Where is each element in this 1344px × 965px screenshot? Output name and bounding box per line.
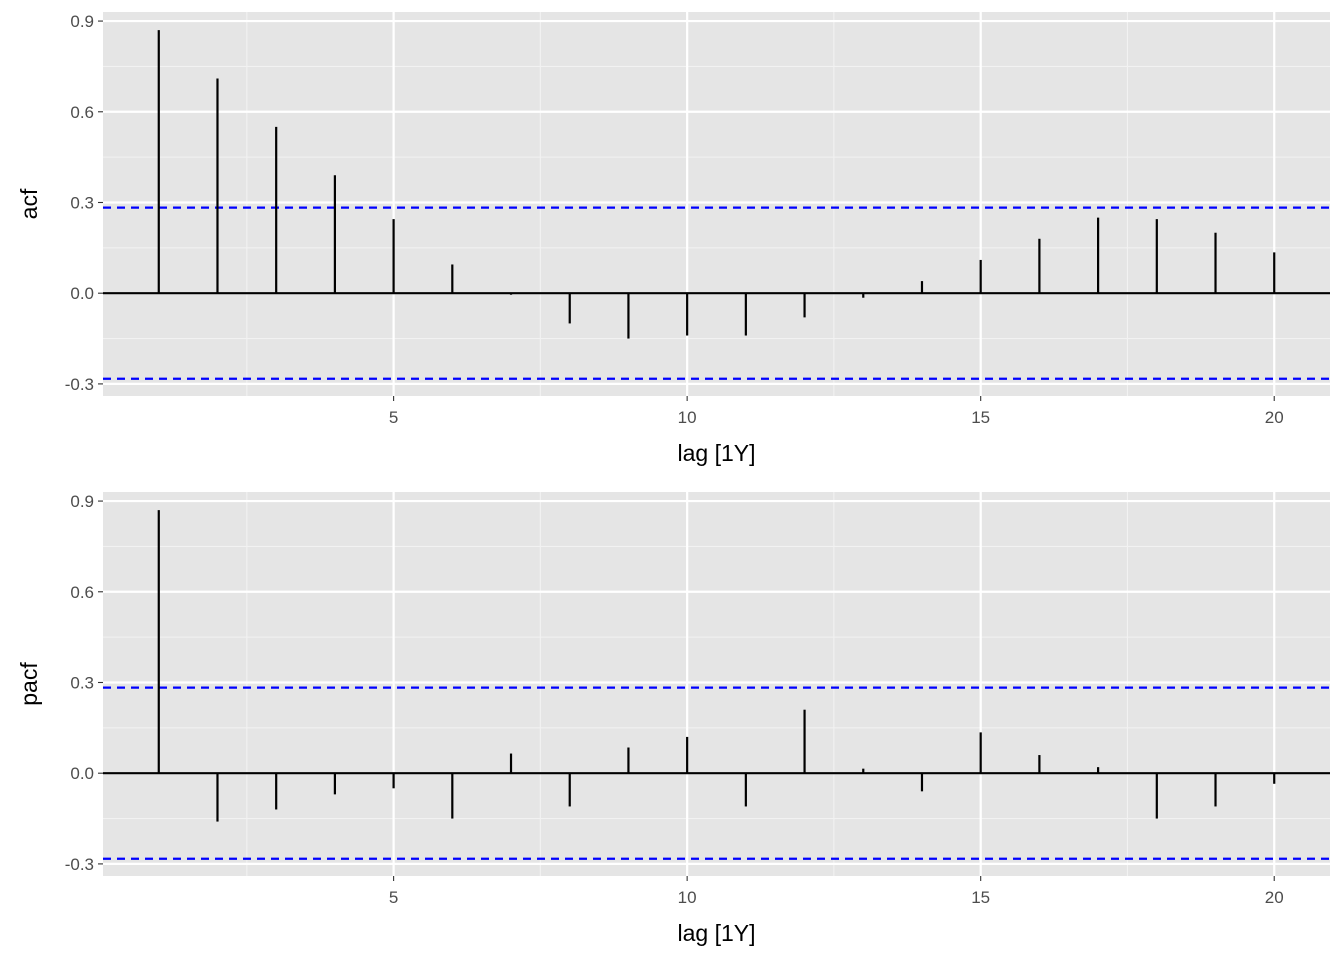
y-tick-label: 0.3 [70, 673, 94, 692]
x-tick-label: 15 [971, 888, 990, 907]
panel-background [103, 12, 1330, 396]
y-axis-title: pacf [16, 662, 42, 706]
y-tick-label: 0.3 [70, 193, 94, 212]
x-tick-label: 10 [678, 888, 697, 907]
x-tick-label: 5 [389, 888, 398, 907]
y-tick-label: 0.6 [70, 103, 94, 122]
panel-acf: -0.3 0.0 0.3 0.6 0.9 5 10 15 20 lag [1Y] acf [16, 12, 1330, 466]
y-tick-label: 0.0 [70, 284, 94, 303]
y-tick-label: 0.6 [70, 583, 94, 602]
y-axis-title: acf [16, 188, 42, 219]
x-tick-label: 5 [389, 408, 398, 427]
y-tick-label: 0.0 [70, 764, 94, 783]
y-tick-label: 0.9 [70, 492, 94, 511]
y-tick-label: -0.3 [65, 375, 94, 394]
panel-pacf: -0.3 0.0 0.3 0.6 0.9 5 10 15 20 lag [1Y] pacf [16, 492, 1330, 946]
panel-background [103, 492, 1330, 876]
x-tick-label: 15 [971, 408, 990, 427]
x-tick-label: 20 [1265, 888, 1284, 907]
y-tick-label: 0.9 [70, 12, 94, 31]
x-tick-label: 10 [678, 408, 697, 427]
x-tick-label: 20 [1265, 408, 1284, 427]
x-axis-title: lag [1Y] [678, 920, 756, 946]
y-tick-label: -0.3 [65, 855, 94, 874]
x-axis-title: lag [1Y] [678, 440, 756, 466]
